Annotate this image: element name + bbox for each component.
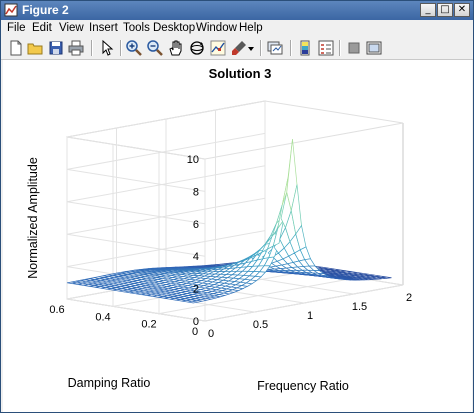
insert-colorbar-icon[interactable]: [296, 39, 314, 57]
z-axis-label: Normalized Amplitude: [26, 157, 40, 279]
z-tick-label: 2: [193, 284, 199, 296]
menu-tools[interactable]: Tools: [123, 22, 150, 34]
insert-legend-icon[interactable]: [317, 39, 335, 57]
minimize-button[interactable]: _: [420, 3, 436, 17]
x-tick-label: 1: [307, 310, 313, 322]
new-figure-icon[interactable]: [7, 39, 25, 57]
zoom-in-icon[interactable]: [125, 39, 143, 57]
close-button[interactable]: ✕: [454, 3, 470, 17]
top-right-edge: [265, 101, 403, 123]
chart-title: Solution 3: [209, 66, 272, 81]
x-tick-label: 2: [406, 292, 412, 304]
brush-dropdown-icon[interactable]: [246, 39, 256, 57]
z-tick-label: 10: [187, 154, 199, 166]
z-tick-label: 6: [193, 219, 199, 231]
toolbar-separator: [260, 40, 262, 56]
menu-help[interactable]: Help: [239, 22, 263, 34]
link-plot-icon[interactable]: [266, 39, 284, 57]
open-file-icon[interactable]: [26, 39, 44, 57]
select-arrow-icon[interactable]: [98, 39, 116, 57]
toolbar-separator: [91, 40, 93, 56]
y-tick-label: 0.6: [49, 304, 64, 316]
y-tick-label: 0.4: [95, 311, 110, 323]
title-bar[interactable]: Figure 2 _ □ ✕: [1, 1, 473, 20]
x-tick-label: 1.5: [352, 301, 367, 313]
figure-toolbar: [1, 37, 473, 60]
toolbar-separator: [290, 40, 292, 56]
menu-bar: File Edit View Insert Tools Desktop Wind…: [1, 20, 473, 37]
x-tick-label: 0: [208, 328, 214, 340]
y-axis-label: Damping Ratio: [68, 376, 151, 390]
toolbar-separator: [120, 40, 122, 56]
menu-view[interactable]: View: [59, 22, 84, 34]
menu-desktop[interactable]: Desktop: [153, 22, 195, 34]
y-tick-label: 0.2: [141, 319, 156, 331]
show-plot-tools-icon[interactable]: [365, 39, 383, 57]
y-tick-label: 0: [192, 326, 198, 338]
zoom-out-icon[interactable]: [146, 39, 164, 57]
window-title: Figure 2: [22, 3, 69, 17]
hide-plot-tools-icon[interactable]: [345, 39, 363, 57]
menu-edit[interactable]: Edit: [32, 22, 52, 34]
menu-file[interactable]: File: [7, 22, 26, 34]
x-axis-label: Frequency Ratio: [257, 379, 349, 393]
save-icon[interactable]: [47, 39, 65, 57]
toolbar-separator: [339, 40, 341, 56]
maximize-button[interactable]: □: [437, 3, 453, 17]
data-cursor-icon[interactable]: [209, 39, 227, 57]
rotate-3d-icon[interactable]: [188, 39, 206, 57]
pan-hand-icon[interactable]: [167, 39, 185, 57]
x-tick-label: 0.5: [253, 319, 268, 331]
z-tick-label: 4: [193, 251, 199, 263]
menu-window[interactable]: Window: [196, 22, 237, 34]
menu-insert[interactable]: Insert: [89, 22, 118, 34]
print-icon[interactable]: [67, 39, 85, 57]
matlab-figure-icon: [4, 3, 18, 17]
z-tick-label: 8: [193, 186, 199, 198]
